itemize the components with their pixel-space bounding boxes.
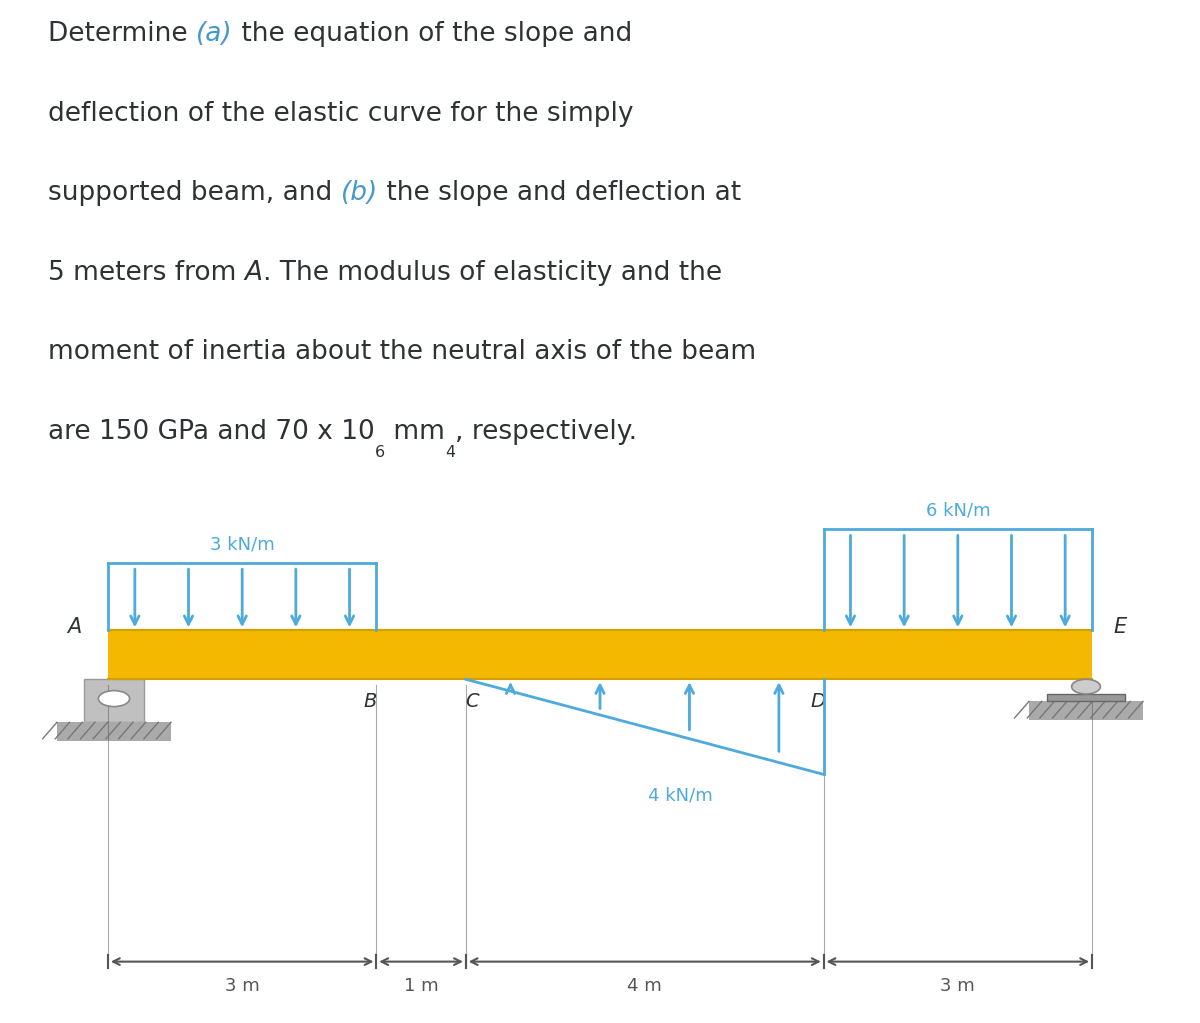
Bar [58, 722, 172, 741]
Text: deflection of the elastic curve for the simply: deflection of the elastic curve for the … [48, 101, 634, 127]
Text: the slope and deflection at: the slope and deflection at [378, 180, 742, 207]
Text: (b): (b) [341, 180, 378, 207]
Text: mm: mm [385, 419, 445, 445]
Text: 6: 6 [374, 445, 385, 459]
Text: 4: 4 [445, 445, 455, 459]
Text: the equation of the slope and: the equation of the slope and [233, 21, 632, 47]
Bar [84, 679, 144, 722]
Text: 4 m: 4 m [628, 977, 662, 995]
Bar [1030, 702, 1142, 720]
Text: A: A [67, 617, 82, 637]
Text: E: E [1114, 617, 1127, 637]
Text: A: A [245, 260, 263, 286]
Text: Determine: Determine [48, 21, 196, 47]
Text: C: C [466, 692, 479, 711]
Text: 3 m: 3 m [941, 977, 976, 995]
Text: supported beam, and: supported beam, and [48, 180, 341, 207]
Circle shape [98, 691, 130, 707]
Text: are 150 GPa and 70 x 10: are 150 GPa and 70 x 10 [48, 419, 374, 445]
Text: 3 kN/m: 3 kN/m [210, 535, 275, 553]
Text: 6 kN/m: 6 kN/m [925, 501, 990, 520]
Text: 3 m: 3 m [224, 977, 259, 995]
Text: (a): (a) [196, 21, 233, 47]
Text: moment of inertia about the neutral axis of the beam: moment of inertia about the neutral axis… [48, 340, 756, 365]
Text: B: B [364, 692, 377, 711]
Text: D: D [810, 692, 826, 711]
Text: , respectively.: , respectively. [455, 419, 637, 445]
Text: 4 kN/m: 4 kN/m [648, 787, 713, 805]
Circle shape [1072, 679, 1100, 694]
Bar [1046, 694, 1126, 702]
Bar [108, 630, 1092, 679]
Text: . The modulus of elasticity and the: . The modulus of elasticity and the [263, 260, 722, 286]
Text: 5 meters from: 5 meters from [48, 260, 245, 286]
Text: 1 m: 1 m [403, 977, 438, 995]
